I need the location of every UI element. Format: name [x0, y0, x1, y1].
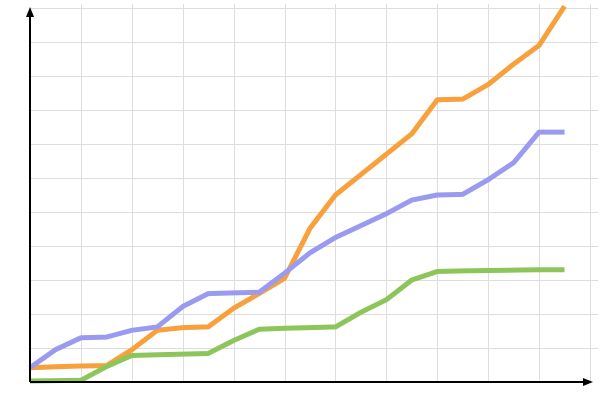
x-axis-arrow-icon: [583, 378, 593, 386]
series-purple: [28, 129, 565, 370]
series-green: [29, 267, 565, 384]
series-orange: [29, 4, 567, 371]
axes: [26, 7, 593, 386]
y-axis-arrow-icon: [26, 7, 34, 17]
series-layer: [28, 4, 567, 384]
horizontal-gridlines: [30, 8, 598, 349]
